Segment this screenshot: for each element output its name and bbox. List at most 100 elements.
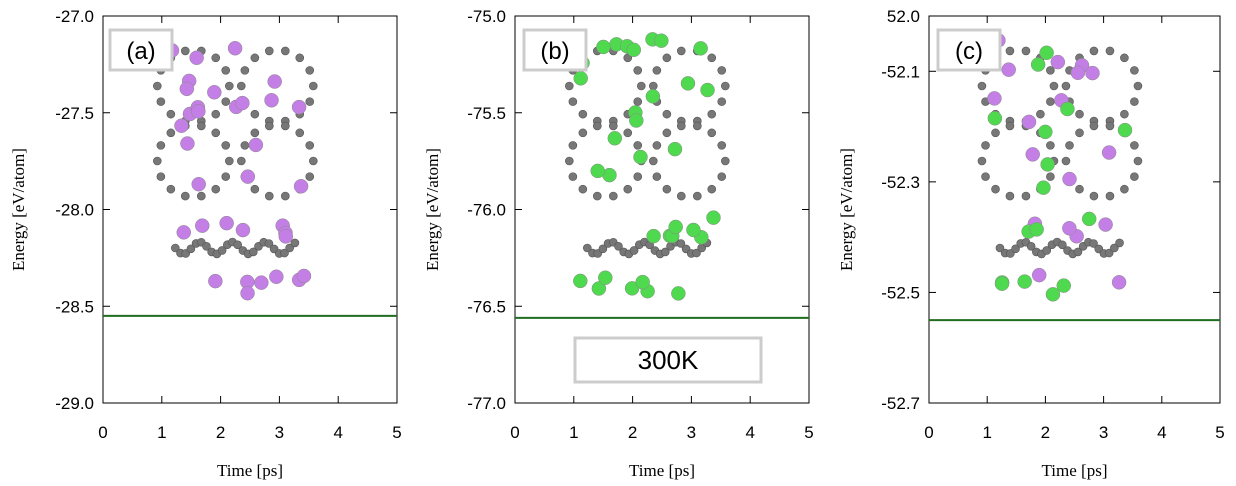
carbon-atom xyxy=(1026,242,1036,251)
carbon-atom xyxy=(1061,156,1071,166)
x-tick-label: 3 xyxy=(1099,423,1108,442)
ion-atom xyxy=(1117,122,1133,138)
ion-atom xyxy=(706,210,721,225)
carbon-atom xyxy=(211,53,221,63)
carbon-atom xyxy=(1046,141,1055,150)
ion-atom xyxy=(987,111,1003,126)
carbon-atom xyxy=(676,239,686,248)
carbon-atom xyxy=(211,109,221,119)
y-tick-label: -52.7 xyxy=(881,394,920,413)
x-tick-label: 3 xyxy=(275,423,284,442)
ion-atom xyxy=(1029,222,1044,237)
carbon-atom xyxy=(609,191,618,201)
carbon-atom xyxy=(652,172,662,181)
ion-atom xyxy=(248,137,264,153)
plot-frame xyxy=(102,15,398,404)
carbon-atom xyxy=(1049,81,1059,91)
ion-atom xyxy=(686,222,701,238)
ion-atom xyxy=(1060,101,1075,117)
ion-atom xyxy=(1056,278,1072,293)
y-axis-label: Energy [eV/atom] xyxy=(9,148,28,271)
carbon-atom xyxy=(197,191,206,201)
carbon-atom xyxy=(264,121,274,131)
carbon-atom xyxy=(662,53,672,63)
x-axis-label: Time [ps] xyxy=(629,461,695,480)
carbon-atom xyxy=(614,242,623,251)
carbon-atom xyxy=(629,246,639,255)
ion-atom xyxy=(278,229,294,244)
ion-atom xyxy=(646,228,661,244)
carbon-atom xyxy=(305,66,315,75)
carbon-atom xyxy=(1021,46,1031,56)
x-axis-label: Time [ps] xyxy=(1042,461,1108,480)
carbon-atom xyxy=(578,184,588,194)
carbon-atom xyxy=(166,109,176,119)
x-tick-label: 2 xyxy=(1041,423,1050,442)
carbon-atom xyxy=(1046,97,1055,106)
ion-atom xyxy=(693,41,708,56)
carbon-atom xyxy=(660,247,670,257)
ion-atom xyxy=(207,85,222,100)
carbon-atom xyxy=(240,141,250,150)
carbon-atom xyxy=(1105,121,1115,131)
carbon-atom xyxy=(592,191,602,201)
ion-atom xyxy=(1101,145,1117,160)
carbon-atom xyxy=(977,81,987,91)
ion-atom xyxy=(607,131,623,146)
x-tick-label: 5 xyxy=(392,423,401,442)
carbon-atom xyxy=(648,156,658,166)
ion-atom xyxy=(994,276,1010,291)
ion-atom xyxy=(1031,267,1047,283)
ion-atom xyxy=(291,99,307,115)
ion-atom xyxy=(1036,180,1051,195)
carbon-atom xyxy=(202,242,211,251)
carbon-atom xyxy=(1120,109,1129,119)
carbon-atom xyxy=(1120,184,1129,194)
carbon-atom xyxy=(153,81,162,91)
ion-atom xyxy=(680,76,696,91)
ion-atom xyxy=(219,215,234,231)
carbon-atom xyxy=(662,109,672,119)
carbon-atom xyxy=(250,128,260,138)
carbon-atom xyxy=(281,191,290,201)
x-tick-label: 2 xyxy=(628,423,637,442)
y-axis-label: Energy [eV/atom] xyxy=(837,148,856,271)
carbon-atom xyxy=(568,141,578,150)
carbon-atom xyxy=(1133,81,1143,91)
annotation-box xyxy=(108,28,174,72)
x-tick-label: 4 xyxy=(333,423,342,442)
ion-atom xyxy=(1070,65,1086,81)
carbon-atom xyxy=(598,244,608,254)
ion-atom xyxy=(293,179,309,194)
carbon-atom xyxy=(250,109,260,119)
carbon-atom xyxy=(991,184,1000,194)
ion-atom xyxy=(1098,217,1113,232)
y-tick-label: -28.5 xyxy=(55,297,94,316)
carbon-atom xyxy=(1133,156,1143,166)
carbon-atom xyxy=(233,240,242,250)
carbon-atom xyxy=(693,191,702,201)
carbon-atom xyxy=(1105,46,1115,56)
carbon-atom xyxy=(633,66,643,75)
molecule-illustration xyxy=(977,33,1143,302)
carbon-atom xyxy=(264,191,274,201)
carbon-atom xyxy=(153,156,162,166)
ion-atom xyxy=(254,275,269,290)
carbon-atom xyxy=(156,97,166,106)
carbon-atom xyxy=(977,156,987,166)
annotation-box xyxy=(573,336,763,384)
molecule-illustration xyxy=(564,32,730,301)
annotation: (c) xyxy=(955,38,983,65)
carbon-atom xyxy=(1104,248,1114,258)
carbon-atom xyxy=(582,243,592,253)
carbon-atom xyxy=(1110,243,1119,253)
ion-atom xyxy=(1045,287,1061,302)
y-tick-label: -27.0 xyxy=(55,7,94,26)
carbon-atom xyxy=(1042,246,1052,255)
ion-atom xyxy=(1040,157,1055,172)
carbon-atom xyxy=(592,121,602,131)
carbon-atom xyxy=(250,53,260,63)
carbon-atom xyxy=(1058,240,1067,250)
carbon-atom xyxy=(692,248,701,258)
ion-atom xyxy=(598,270,613,285)
